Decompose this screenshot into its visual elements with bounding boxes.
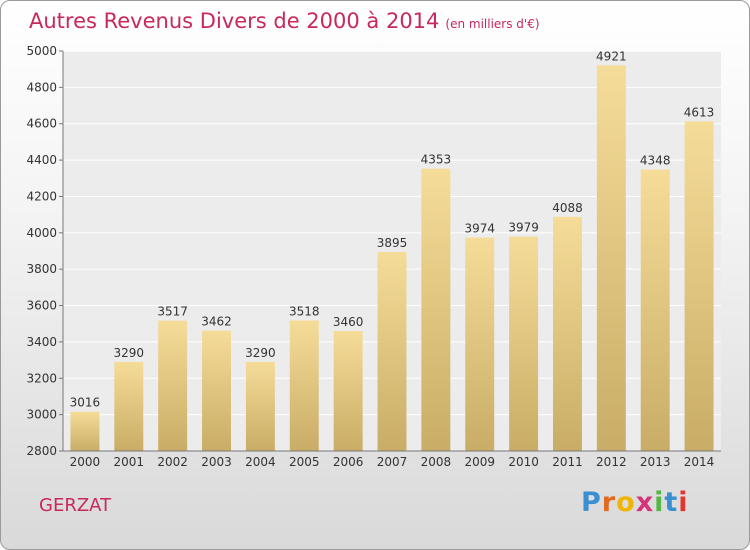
value-label-2004: 3290 (245, 346, 276, 360)
x-tick-label-2004: 2004 (245, 455, 276, 469)
logo-letter: r (601, 487, 617, 518)
x-tick-label-2013: 2013 (640, 455, 671, 469)
y-tick-label: 4000 (26, 226, 57, 240)
y-tick-label: 3200 (26, 371, 57, 385)
y-tick-label: 4600 (26, 117, 57, 131)
bars: 3016 3290 3517 3462 3290 3518 3460 3895 4353 3974… (70, 49, 715, 452)
value-label-2007: 3895 (377, 236, 408, 250)
chart-title-text: Autres Revenus Divers de 2000 à 2014 (29, 9, 440, 33)
x-tick-label-2009: 2009 (464, 455, 495, 469)
bar-2004[interactable] (245, 361, 275, 451)
value-label-2012: 4921 (596, 49, 627, 63)
y-tick-label: 3400 (26, 335, 57, 349)
bar-2002[interactable] (158, 320, 188, 451)
x-tick-label-2007: 2007 (377, 455, 408, 469)
x-tick-label-2006: 2006 (333, 455, 364, 469)
x-tick-label-2003: 2003 (201, 455, 232, 469)
logo-letter: t (664, 487, 679, 518)
value-label-2001: 3290 (114, 346, 145, 360)
bar-2000[interactable] (70, 411, 100, 451)
x-tick-label-2012: 2012 (596, 455, 627, 469)
y-tick-label: 3800 (26, 262, 57, 276)
y-tick-label: 3600 (26, 299, 57, 313)
value-label-2013: 4348 (640, 154, 671, 168)
y-axis: 2800 3000 3200 3400 3600 3800 4000 4200 4400 4600… (26, 44, 64, 458)
value-label-2010: 3979 (508, 221, 539, 235)
bar-2001[interactable] (114, 361, 144, 451)
y-tick-label: 3000 (26, 408, 57, 422)
x-tick-label-2010: 2010 (508, 455, 539, 469)
value-label-2002: 3517 (157, 305, 188, 319)
x-tick-label-2001: 2001 (114, 455, 145, 469)
y-tick-label: 4400 (26, 153, 57, 167)
y-tick-label: 2800 (26, 444, 57, 458)
bar-2007[interactable] (377, 251, 407, 451)
value-label-2006: 3460 (333, 315, 364, 329)
logo-letter: P (581, 487, 602, 518)
x-tick-label-2011: 2011 (552, 455, 583, 469)
value-label-2000: 3016 (70, 396, 101, 410)
logo-letter: x (635, 487, 655, 518)
value-label-2003: 3462 (201, 315, 232, 329)
bar-2006[interactable] (333, 331, 363, 451)
bar-2005[interactable] (289, 320, 319, 451)
value-label-2014: 4613 (684, 105, 715, 119)
bar-2009[interactable] (465, 237, 495, 451)
value-label-2009: 3974 (464, 222, 495, 236)
x-axis: 2000 2001 2002 2003 2004 2005 2006 2007 2008 2009… (63, 450, 721, 469)
city-name: GERZAT (39, 495, 112, 516)
bar-2010[interactable] (509, 236, 539, 451)
bar-2008[interactable] (421, 168, 451, 452)
bar-2012[interactable] (596, 65, 626, 451)
chart-title: Autres Revenus Divers de 2000 à 2014 (en … (29, 9, 540, 33)
bar-2014[interactable] (684, 121, 714, 451)
logo-letter: i (654, 487, 665, 518)
value-label-2008: 4353 (421, 153, 452, 167)
y-tick-label: 4200 (26, 189, 57, 203)
logo-letter: i (678, 487, 689, 518)
bar-2003[interactable] (202, 330, 232, 451)
y-tick-label: 4800 (26, 80, 57, 94)
x-tick-label-2014: 2014 (684, 455, 715, 469)
value-label-2011: 4088 (552, 201, 583, 215)
x-tick-label-2005: 2005 (289, 455, 320, 469)
chart-unit: (en milliers d'€) (445, 17, 540, 31)
proxiti-logo[interactable]: Proxiti (581, 487, 689, 518)
value-label-2005: 3518 (289, 304, 320, 318)
bar-2011[interactable] (552, 216, 582, 451)
y-tick-label: 5000 (26, 44, 57, 58)
x-tick-label-2008: 2008 (421, 455, 452, 469)
logo-letter: o (616, 487, 636, 518)
bar-2013[interactable] (640, 169, 670, 451)
x-tick-label-2000: 2000 (70, 455, 101, 469)
x-tick-label-2002: 2002 (157, 455, 188, 469)
